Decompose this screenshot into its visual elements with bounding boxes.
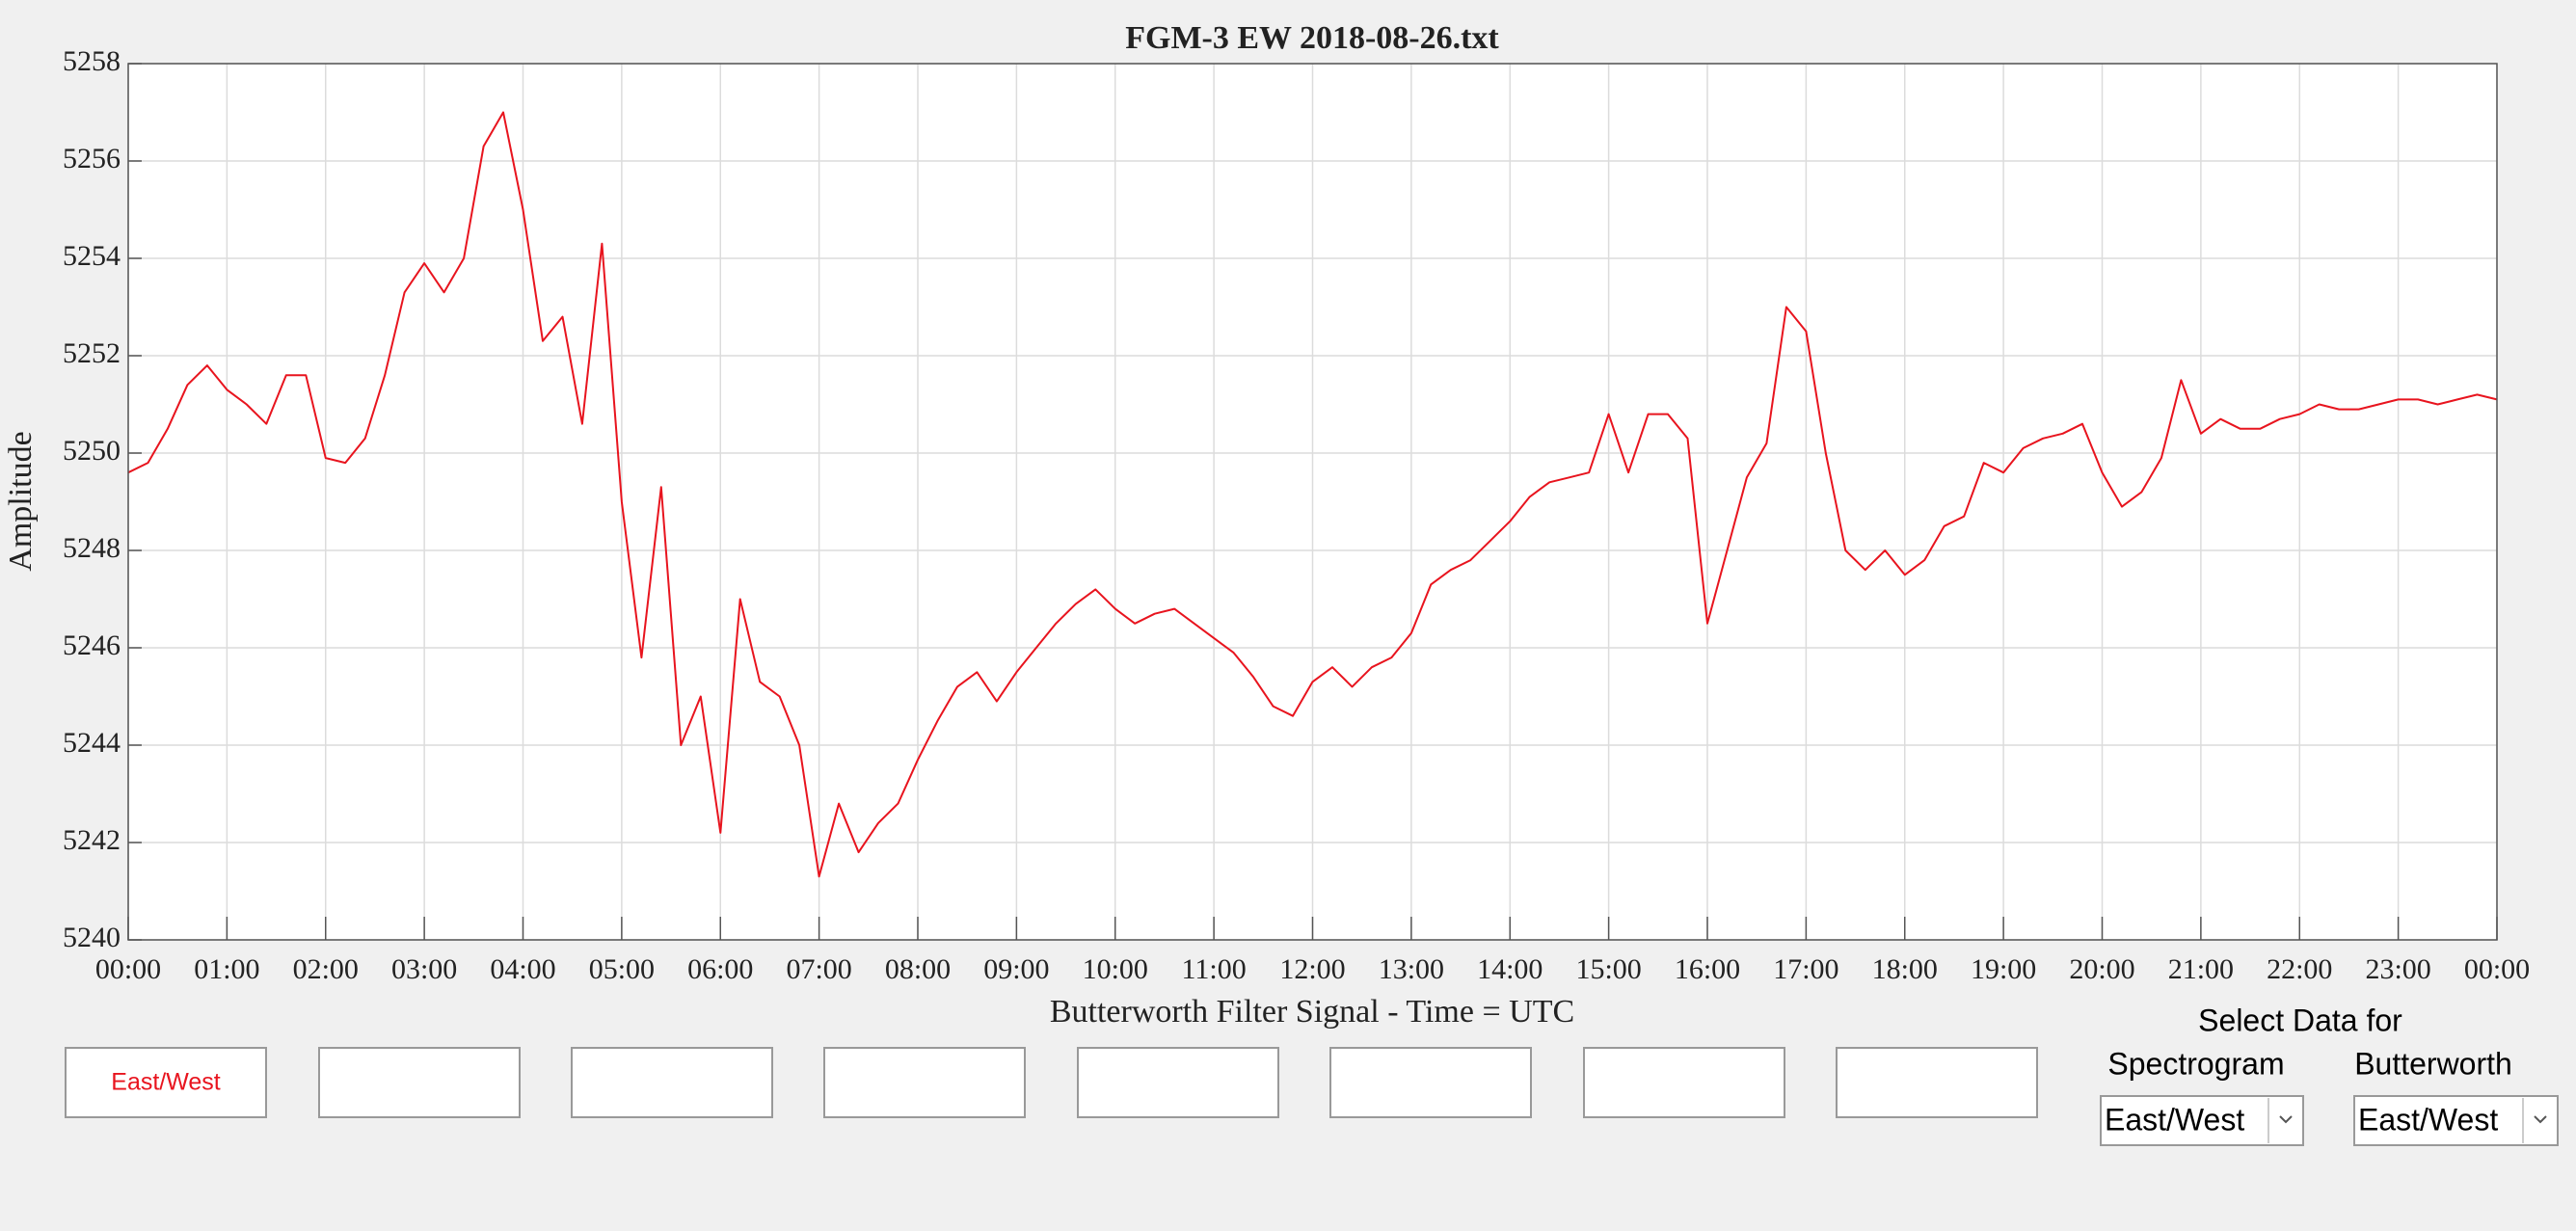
x-tick-label: 06:00 bbox=[687, 953, 753, 985]
button[interactable] bbox=[65, 1047, 267, 1118]
x-tick-label: 14:00 bbox=[1477, 953, 1543, 985]
x-tick-label: 10:00 bbox=[1083, 953, 1148, 985]
dropdown-arrow bbox=[2534, 1115, 2547, 1124]
x-tick-label: 13:00 bbox=[1379, 953, 1444, 985]
ticks: 5240 5242 5244 5246 5248 5250 5252 5254 5256 5258… bbox=[63, 45, 2530, 985]
x-tick-label: 19:00 bbox=[1971, 953, 2036, 985]
y-tick-label: 5252 bbox=[63, 337, 121, 369]
x-tick-label: 09:00 bbox=[983, 953, 1049, 985]
y-tick-label: 5258 bbox=[63, 45, 121, 77]
x-axis-label: Butterworth Filter Signal - Time = UTC bbox=[1050, 994, 1574, 1030]
y-tick-label: 5246 bbox=[63, 629, 121, 661]
x-tick-label: 17:00 bbox=[1773, 953, 1838, 985]
x-tick-label: 08:00 bbox=[885, 953, 951, 985]
x-tick-label: 00:00 bbox=[95, 953, 161, 985]
y-tick-label: 5250 bbox=[63, 435, 121, 467]
y-tick-label: 5242 bbox=[63, 824, 121, 856]
button[interactable] bbox=[1836, 1047, 2038, 1118]
dropdown[interactable]: East/West bbox=[2353, 1095, 2559, 1146]
x-tick-label: 11:00 bbox=[1182, 953, 1247, 985]
button[interactable] bbox=[1329, 1047, 1532, 1118]
button[interactable] bbox=[823, 1047, 1026, 1118]
button-row: East/West bbox=[65, 1047, 2038, 1118]
x-tick-label: 04:00 bbox=[490, 953, 555, 985]
x-tick-label: 02:00 bbox=[293, 953, 359, 985]
button-label: East/West bbox=[111, 1069, 221, 1096]
y-axis-label: Amplitude bbox=[3, 431, 39, 571]
x-tick-label: 05:00 bbox=[589, 953, 655, 985]
control-label: Spectrogram bbox=[2107, 1046, 2284, 1081]
dropdown[interactable]: East/West bbox=[2100, 1095, 2304, 1146]
x-tick-label: 16:00 bbox=[1675, 953, 1740, 985]
button[interactable] bbox=[1583, 1047, 1785, 1118]
dropdown-value: East/West bbox=[2105, 1102, 2244, 1137]
x-tick-label: 01:00 bbox=[194, 953, 259, 985]
x-tick-label: 07:00 bbox=[786, 953, 851, 985]
button[interactable] bbox=[318, 1047, 521, 1118]
x-tick-label: 21:00 bbox=[2168, 953, 2234, 985]
y-tick-label: 5240 bbox=[63, 922, 121, 953]
control-label: Butterworth bbox=[2354, 1046, 2512, 1081]
button[interactable] bbox=[1077, 1047, 1279, 1118]
x-tick-label: 03:00 bbox=[391, 953, 457, 985]
lines bbox=[127, 111, 2498, 878]
dropdown-arrow bbox=[2279, 1115, 2293, 1124]
x-tick-label: 12:00 bbox=[1279, 953, 1345, 985]
dropdown-value: East/West bbox=[2358, 1102, 2498, 1137]
y-tick-label: 5254 bbox=[63, 240, 121, 272]
controls-heading: Select Data for bbox=[2198, 1003, 2402, 1037]
data-line bbox=[127, 111, 2498, 878]
y-tick-label: 5248 bbox=[63, 532, 121, 564]
x-tick-label: 00:00 bbox=[2464, 953, 2530, 985]
x-tick-label: 20:00 bbox=[2069, 953, 2134, 985]
x-tick-label: 15:00 bbox=[1575, 953, 1641, 985]
chart-title: FGM-3 EW 2018-08-26.txt bbox=[1125, 20, 1499, 56]
y-tick-label: 5256 bbox=[63, 143, 121, 174]
y-tick-label: 5244 bbox=[63, 727, 121, 759]
x-tick-label: 22:00 bbox=[2267, 953, 2332, 985]
x-tick-label: 18:00 bbox=[1872, 953, 1938, 985]
x-tick-label: 23:00 bbox=[2365, 953, 2430, 985]
button[interactable] bbox=[571, 1047, 773, 1118]
